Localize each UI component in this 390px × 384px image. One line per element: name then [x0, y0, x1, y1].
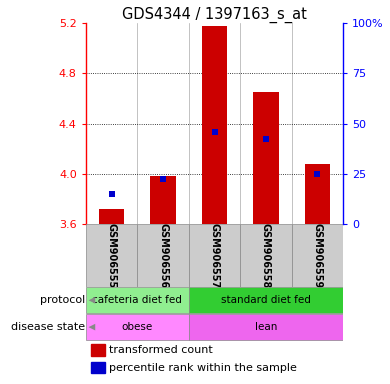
- Text: GSM906559: GSM906559: [312, 223, 323, 288]
- Bar: [91, 344, 105, 356]
- Bar: [202, 26, 227, 224]
- Text: cafeteria diet fed: cafeteria diet fed: [92, 295, 182, 305]
- Bar: [86, 314, 189, 340]
- Bar: [240, 224, 292, 287]
- Text: percentile rank within the sample: percentile rank within the sample: [109, 363, 297, 373]
- Bar: [292, 224, 343, 287]
- Bar: [99, 209, 124, 224]
- Text: standard diet fed: standard diet fed: [221, 295, 311, 305]
- Bar: [189, 287, 343, 313]
- Bar: [253, 92, 279, 224]
- Text: lean: lean: [255, 322, 277, 332]
- Text: GSM906556: GSM906556: [158, 223, 168, 288]
- Text: protocol: protocol: [39, 295, 85, 305]
- Bar: [189, 224, 240, 287]
- Text: disease state: disease state: [11, 322, 85, 332]
- Bar: [150, 177, 176, 224]
- Text: obese: obese: [122, 322, 153, 332]
- Bar: [305, 164, 330, 224]
- Bar: [137, 224, 189, 287]
- Bar: [91, 362, 105, 374]
- Bar: [86, 224, 137, 287]
- Bar: [86, 287, 189, 313]
- Text: transformed count: transformed count: [109, 345, 213, 355]
- Text: GSM906557: GSM906557: [209, 223, 220, 288]
- Bar: [189, 314, 343, 340]
- Text: GSM906558: GSM906558: [261, 223, 271, 288]
- Title: GDS4344 / 1397163_s_at: GDS4344 / 1397163_s_at: [122, 7, 307, 23]
- Text: GSM906555: GSM906555: [106, 223, 117, 288]
